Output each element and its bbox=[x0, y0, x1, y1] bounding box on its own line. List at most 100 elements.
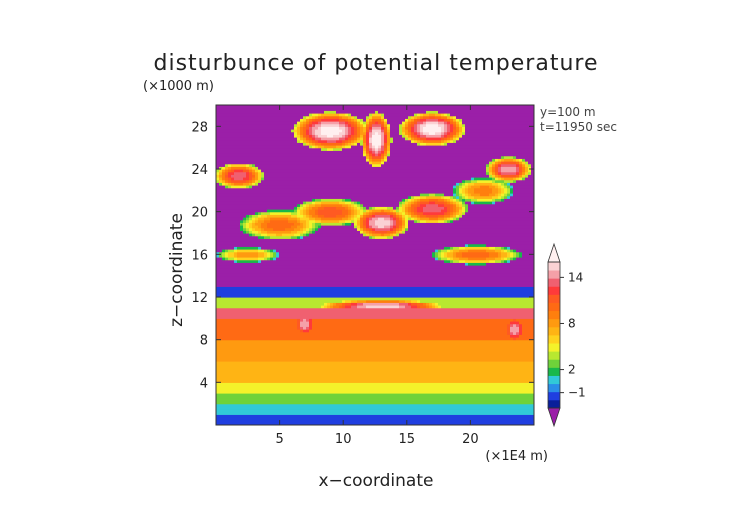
field-cell bbox=[219, 270, 223, 274]
field-cell bbox=[303, 329, 307, 333]
field-cell bbox=[306, 395, 310, 399]
field-cell bbox=[264, 209, 268, 213]
field-cell bbox=[291, 217, 295, 221]
field-cell bbox=[273, 305, 277, 309]
field-cell bbox=[273, 139, 277, 143]
field-cell bbox=[246, 171, 250, 175]
field-cell bbox=[219, 297, 223, 301]
field-cell bbox=[258, 395, 262, 399]
field-cell bbox=[240, 174, 244, 178]
field-cell bbox=[219, 139, 223, 143]
field-cell bbox=[219, 153, 223, 157]
field-cell bbox=[225, 123, 229, 127]
field-cell bbox=[300, 235, 304, 239]
field-cell bbox=[234, 342, 238, 346]
field-cell bbox=[252, 289, 256, 293]
field-cell bbox=[273, 361, 277, 365]
field-cell bbox=[225, 286, 229, 290]
field-cell bbox=[282, 302, 286, 306]
field-cell bbox=[300, 422, 304, 425]
field-cell bbox=[309, 387, 313, 391]
field-cell bbox=[246, 246, 250, 250]
field-cell bbox=[246, 214, 250, 218]
field-cell bbox=[270, 305, 274, 309]
field-cell bbox=[330, 387, 334, 391]
field-cell bbox=[327, 209, 331, 213]
field-cell bbox=[222, 406, 226, 410]
field-cell bbox=[282, 278, 286, 282]
field-cell bbox=[321, 129, 325, 133]
field-cell bbox=[294, 339, 298, 343]
field-cell bbox=[297, 398, 301, 402]
field-cell bbox=[249, 398, 253, 402]
field-cell bbox=[219, 230, 223, 234]
field-cell bbox=[261, 297, 265, 301]
field-cell bbox=[327, 379, 331, 383]
field-cell bbox=[291, 406, 295, 410]
field-cell bbox=[300, 270, 304, 274]
field-cell bbox=[270, 417, 274, 421]
field-cell bbox=[324, 169, 328, 173]
field-cell bbox=[282, 179, 286, 183]
field-cell bbox=[258, 230, 262, 234]
field-cell bbox=[243, 209, 247, 213]
field-cell bbox=[288, 105, 292, 109]
field-cell bbox=[312, 238, 316, 242]
field-cell bbox=[270, 166, 274, 170]
field-cell bbox=[306, 419, 310, 423]
field-cell bbox=[300, 259, 304, 263]
field-cell bbox=[261, 262, 265, 266]
field-cell bbox=[267, 177, 271, 181]
field-cell bbox=[258, 406, 262, 410]
field-cell bbox=[237, 225, 241, 229]
field-cell bbox=[237, 201, 241, 205]
field-cell bbox=[333, 174, 337, 178]
field-cell bbox=[255, 230, 259, 234]
field-cell bbox=[231, 390, 235, 394]
field-cell bbox=[228, 137, 232, 141]
field-cell bbox=[282, 123, 286, 127]
field-cell bbox=[273, 363, 277, 367]
field-cell bbox=[255, 318, 259, 322]
field-cell bbox=[282, 422, 286, 425]
field-cell bbox=[336, 110, 340, 114]
field-cell bbox=[252, 193, 256, 197]
field-cell bbox=[318, 222, 322, 226]
field-cell bbox=[279, 118, 283, 122]
field-cell bbox=[249, 377, 253, 381]
field-cell bbox=[282, 417, 286, 421]
field-cell bbox=[327, 193, 331, 197]
field-cell bbox=[258, 422, 262, 425]
field-cell bbox=[315, 323, 319, 327]
field-cell bbox=[297, 115, 301, 119]
field-cell bbox=[300, 129, 304, 133]
field-cell bbox=[336, 238, 340, 242]
field-cell bbox=[261, 235, 265, 239]
field-cell bbox=[294, 395, 298, 399]
field-cell bbox=[288, 283, 292, 287]
field-cell bbox=[261, 219, 265, 223]
field-cell bbox=[294, 403, 298, 407]
field-cell bbox=[231, 395, 235, 399]
field-cell bbox=[222, 219, 226, 223]
field-cell bbox=[336, 158, 340, 162]
field-cell bbox=[270, 201, 274, 205]
field-cell bbox=[309, 385, 313, 389]
field-cell bbox=[321, 270, 325, 274]
field-cell bbox=[297, 233, 301, 237]
field-cell bbox=[270, 214, 274, 218]
field-cell bbox=[276, 209, 280, 213]
field-cell bbox=[315, 366, 319, 370]
field-cell bbox=[264, 422, 268, 425]
field-cell bbox=[240, 251, 244, 255]
field-cell bbox=[333, 401, 337, 405]
field-cell bbox=[258, 323, 262, 327]
field-cell bbox=[234, 238, 238, 242]
field-cell bbox=[321, 105, 325, 109]
field-cell bbox=[306, 209, 310, 213]
field-cell bbox=[324, 403, 328, 407]
field-cell bbox=[279, 390, 283, 394]
field-cell bbox=[324, 118, 328, 122]
field-cell bbox=[264, 409, 268, 413]
field-cell bbox=[243, 145, 247, 149]
